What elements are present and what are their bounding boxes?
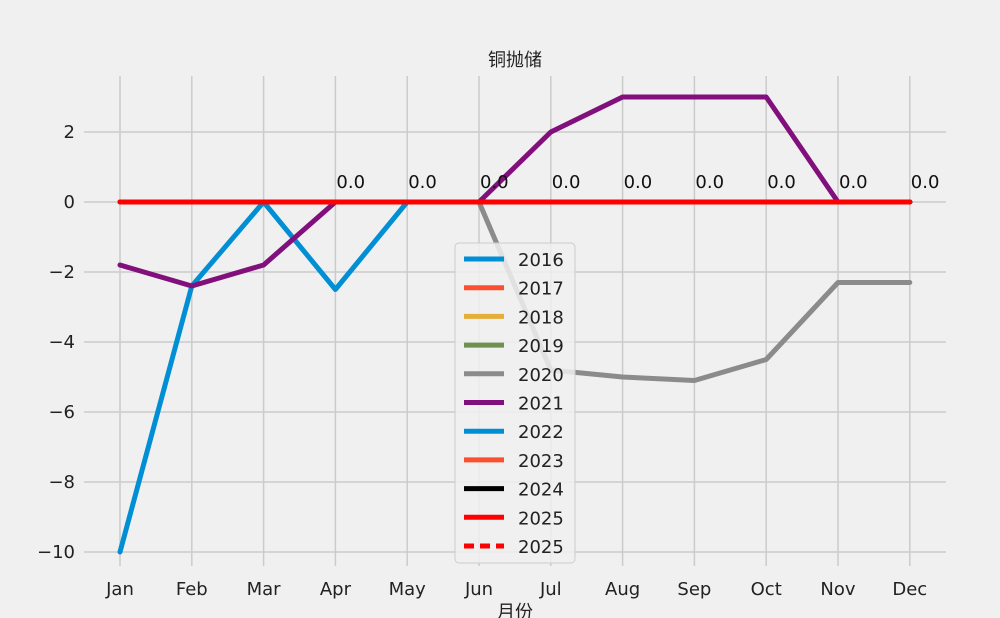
x-tick-labels: Jan Feb Mar Apr May Jun Jul Aug Sep Oct Nov Dec <box>105 579 927 600</box>
chart-title: 铜抛储 <box>488 50 542 71</box>
series-lines <box>117 94 913 555</box>
x-tick-label: Oct <box>751 579 782 600</box>
y-tick-label: −8 <box>48 472 75 493</box>
legend-label: 2020 <box>518 365 564 386</box>
x-tick-label: Sep <box>677 579 711 600</box>
x-tick-label: Aug <box>605 579 640 600</box>
x-tick-label: Jan <box>105 579 134 600</box>
legend-label: 2019 <box>518 336 564 357</box>
y-tick-label: −4 <box>48 332 75 353</box>
data-label: 0.0 <box>552 172 581 193</box>
x-tick-label: Apr <box>320 579 352 600</box>
y-tick-label: −2 <box>48 262 75 283</box>
legend-label: 2024 <box>518 480 564 501</box>
y-tick-labels: 2 0 −2 −4 −6 −8 −10 <box>37 122 75 563</box>
legend-label: 2018 <box>518 307 564 328</box>
data-label: 0.0 <box>624 172 653 193</box>
legend-label: 2021 <box>518 394 564 415</box>
x-tick-label: May <box>389 579 427 600</box>
x-tick-label: Dec <box>892 579 927 600</box>
data-label: 0.0 <box>839 172 868 193</box>
y-tick-label: 0 <box>64 192 75 213</box>
legend-box <box>454 242 576 564</box>
data-label: 0.0 <box>767 172 796 193</box>
y-tick-label: 2 <box>64 122 75 143</box>
data-labels: 0.0 0.0 0.0 0.0 0.0 0.0 0.0 0.0 0.0 <box>336 172 939 193</box>
series-line-2021 <box>117 94 913 289</box>
data-label: 0.0 <box>408 172 437 193</box>
legend-label: 2017 <box>518 279 564 300</box>
x-tick-label: Jun <box>464 579 493 600</box>
legend-label: 2022 <box>518 422 564 443</box>
data-label: 0.0 <box>695 172 724 193</box>
x-tick-label: Mar <box>247 579 282 600</box>
data-label: 0.0 <box>911 172 940 193</box>
x-tick-label: Nov <box>820 579 855 600</box>
legend-label: 2025 <box>518 537 564 558</box>
data-label: 0.0 <box>480 172 509 193</box>
legend-label: 2016 <box>518 250 564 271</box>
x-tick-label: Jul <box>539 579 562 600</box>
y-tick-label: −6 <box>48 402 75 423</box>
legend-label: 2023 <box>518 451 564 472</box>
x-axis-label: 月份 <box>497 602 533 618</box>
y-tick-label: −10 <box>37 542 75 563</box>
data-label: 0.0 <box>336 172 365 193</box>
legend-label: 2025 <box>518 508 564 529</box>
x-tick-label: Feb <box>176 579 208 600</box>
legend: 2016 2017 2018 2019 2020 2021 2022 2023 2024 2025… <box>454 242 576 564</box>
